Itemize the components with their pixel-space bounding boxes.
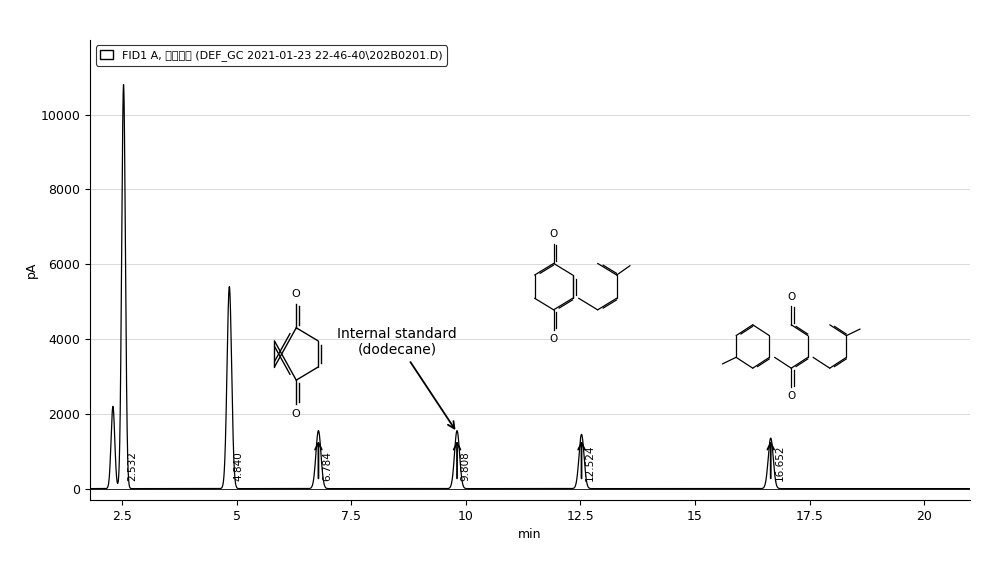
X-axis label: min: min <box>518 528 542 541</box>
Text: O: O <box>292 289 301 299</box>
Text: 9.808: 9.808 <box>461 452 471 481</box>
Text: 4.840: 4.840 <box>233 452 243 481</box>
Text: O: O <box>787 292 795 302</box>
Text: 2.532: 2.532 <box>127 451 137 481</box>
Text: 12.524: 12.524 <box>585 445 595 481</box>
Y-axis label: pA: pA <box>25 262 38 278</box>
Text: 16.652: 16.652 <box>774 445 784 481</box>
Legend: FID1 A, 前部信号 (DEF_GC 2021-01-23 22-46-40\202B0201.D): FID1 A, 前部信号 (DEF_GC 2021-01-23 22-46-40… <box>96 45 447 65</box>
Text: Internal standard
(dodecane): Internal standard (dodecane) <box>337 327 457 428</box>
Text: 6.784: 6.784 <box>322 451 332 481</box>
Text: O: O <box>787 391 795 401</box>
Text: O: O <box>550 229 558 239</box>
Text: O: O <box>550 334 558 344</box>
Text: O: O <box>292 409 301 419</box>
